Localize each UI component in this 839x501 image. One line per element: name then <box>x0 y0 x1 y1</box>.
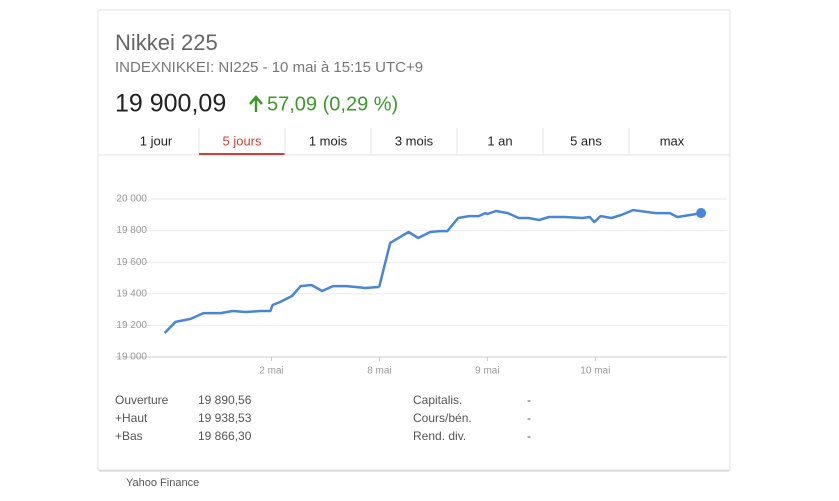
card <box>97 9 731 471</box>
tab[interactable]: 1 mois <box>309 133 348 148</box>
y-tick-label: 20 000 <box>116 194 147 205</box>
stat-value: 19 938,53 <box>198 411 252 425</box>
tab[interactable]: 1 an <box>487 133 512 148</box>
stat-value: 19 890,56 <box>198 393 252 407</box>
stat-label: Ouverture <box>115 393 169 407</box>
last-point <box>696 208 707 219</box>
stat-value: - <box>527 411 531 425</box>
x-tick-label: 9 mai <box>475 366 499 377</box>
stat-value: 19 866,30 <box>198 429 252 443</box>
stat-label: Rend. div. <box>413 429 466 443</box>
y-tick-label: 19 800 <box>116 225 147 236</box>
title: Nikkei 225 <box>115 30 218 55</box>
y-tick-label: 19 400 <box>116 288 147 299</box>
tab[interactable]: 5 ans <box>570 133 602 148</box>
x-tick-label: 8 mai <box>367 366 391 377</box>
tab[interactable]: max <box>660 133 685 148</box>
x-tick-label: 10 mai <box>580 366 610 377</box>
stat-label: Capitalis. <box>413 393 462 407</box>
x-tick-label: 2 mai <box>259 366 283 377</box>
price-line <box>163 208 702 334</box>
source: Yahoo Finance <box>126 477 199 489</box>
y-tick-label: 19 200 <box>116 320 147 331</box>
change: 57,09 (0,29 %) <box>267 93 398 115</box>
y-tick-label: 19 600 <box>116 257 147 268</box>
price: 19 900,09 <box>115 90 226 118</box>
tab[interactable]: 3 mois <box>395 133 434 148</box>
subtitle: INDEXNIKKEI: NI225 - 10 mai à 15:15 UTC+… <box>115 59 423 76</box>
up-arrow <box>249 95 263 112</box>
tab[interactable]: 5 jours <box>222 133 262 148</box>
stat-value: - <box>527 429 531 443</box>
stat-label: Cours/bén. <box>413 411 472 425</box>
tab-underline <box>199 153 285 155</box>
tab[interactable]: 1 jour <box>140 133 173 148</box>
stat-value: - <box>527 393 531 407</box>
y-tick-label: 19 000 <box>116 352 147 363</box>
stat-label: +Bas <box>115 429 143 443</box>
stat-label: +Haut <box>115 411 148 425</box>
